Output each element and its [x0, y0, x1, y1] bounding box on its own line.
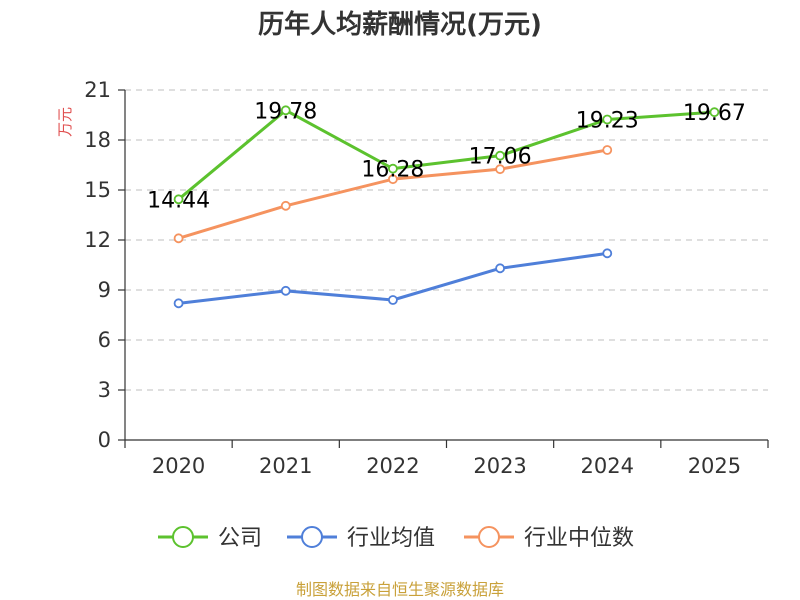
data-labels: 14.44 19.78 16.28 17.06 19.23 19.67 [147, 99, 746, 213]
data-point [173, 298, 184, 309]
y-tick-label: 9 [98, 278, 111, 302]
data-point [388, 295, 398, 305]
x-tick-label: 2025 [688, 454, 741, 478]
grid-lines [125, 89, 768, 391]
series-lines [173, 105, 720, 309]
legend-label: 行业中位数 [524, 526, 634, 551]
chart-title: 历年人均薪酬情况(万元) [258, 9, 542, 40]
source-note: 制图数据来自恒生聚源数据库 [296, 580, 504, 599]
legend-label: 公司 [218, 526, 262, 551]
legend-label: 行业均值 [347, 526, 435, 551]
y-axis: 0 3 6 9 12 15 18 21 [84, 78, 126, 452]
data-point [388, 174, 398, 185]
x-tick-label: 2021 [259, 454, 312, 478]
data-point [495, 263, 505, 274]
data-label: 17.06 [469, 145, 532, 170]
data-point [602, 145, 613, 155]
legend-marker [478, 526, 500, 548]
data-label: 14.44 [147, 188, 210, 213]
legend[interactable]: 公司 行业均值 行业中位数 [158, 526, 634, 551]
x-tick-label: 2023 [473, 454, 526, 478]
legend-item[interactable]: 公司 [158, 526, 262, 551]
legend-marker [172, 526, 194, 548]
data-label: 16.28 [361, 158, 424, 183]
x-tick-label: 2024 [581, 454, 634, 478]
x-tick-label: 2022 [366, 454, 419, 478]
data-point [173, 233, 184, 244]
x-tick-label: 2020 [152, 454, 205, 478]
data-point [280, 200, 291, 211]
legend-marker [301, 526, 323, 548]
data-point [709, 107, 720, 118]
data-point [280, 105, 291, 116]
data-point [173, 194, 184, 205]
series-line [177, 108, 715, 201]
data-label: 19.67 [683, 101, 746, 126]
y-tick-label: 0 [98, 428, 111, 452]
legend-item[interactable]: 行业中位数 [464, 526, 634, 551]
data-point [602, 248, 613, 259]
data-label: 19.23 [576, 109, 639, 134]
y-axis-label: 万元 [56, 107, 74, 137]
y-tick-label: 15 [84, 178, 111, 202]
data-point [602, 114, 613, 125]
y-tick-label: 12 [84, 228, 111, 252]
legend-item[interactable]: 行业均值 [287, 526, 435, 551]
x-axis: 2020 2021 2022 2023 2024 2025 [124, 439, 769, 478]
data-point [280, 285, 291, 296]
data-point [388, 163, 398, 174]
data-label: 19.78 [254, 99, 317, 124]
data-point [495, 164, 505, 175]
y-tick-label: 18 [84, 128, 111, 152]
y-tick-label: 6 [98, 328, 111, 352]
y-tick-label: 21 [84, 78, 111, 102]
data-point [495, 150, 505, 161]
y-tick-label: 3 [98, 378, 111, 402]
